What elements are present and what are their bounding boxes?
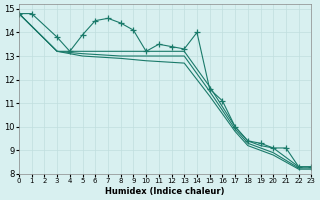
X-axis label: Humidex (Indice chaleur): Humidex (Indice chaleur)	[105, 187, 225, 196]
